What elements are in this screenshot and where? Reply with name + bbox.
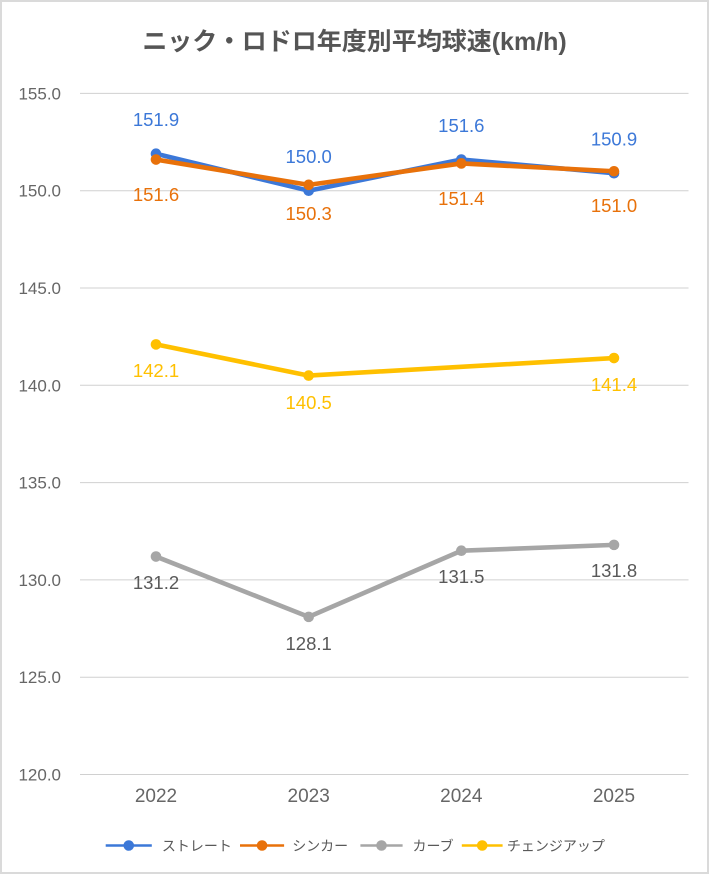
svg-text:2022: 2022 (135, 786, 177, 807)
svg-text:151.9: 151.9 (133, 109, 179, 130)
svg-text:145.0: 145.0 (18, 279, 61, 298)
svg-text:131.5: 131.5 (438, 566, 484, 587)
svg-text:131.2: 131.2 (133, 572, 179, 593)
svg-text:150.0: 150.0 (18, 182, 61, 201)
svg-text:カーブ: カーブ (413, 838, 454, 854)
svg-text:2025: 2025 (593, 786, 635, 807)
svg-text:150.9: 150.9 (591, 129, 637, 150)
svg-text:131.8: 131.8 (591, 560, 637, 581)
svg-text:151.6: 151.6 (133, 184, 179, 205)
svg-text:150.0: 150.0 (286, 146, 332, 167)
svg-text:2024: 2024 (440, 786, 483, 807)
svg-text:ストレート: ストレート (162, 838, 232, 854)
svg-text:128.1: 128.1 (286, 633, 332, 654)
svg-text:シンカー: シンカー (292, 838, 348, 854)
svg-text:120.0: 120.0 (18, 766, 61, 785)
svg-text:125.0: 125.0 (18, 668, 61, 687)
svg-text:2023: 2023 (288, 786, 330, 807)
svg-text:130.0: 130.0 (18, 571, 61, 590)
svg-text:チェンジアップ: チェンジアップ (507, 838, 605, 854)
svg-text:155.0: 155.0 (18, 84, 61, 103)
svg-text:151.0: 151.0 (591, 195, 637, 216)
svg-text:151.6: 151.6 (438, 115, 484, 136)
svg-text:151.4: 151.4 (438, 188, 484, 209)
svg-text:142.1: 142.1 (133, 360, 179, 381)
svg-text:140.0: 140.0 (18, 376, 61, 395)
svg-text:141.4: 141.4 (591, 374, 637, 395)
svg-text:140.5: 140.5 (286, 392, 332, 413)
svg-text:150.3: 150.3 (286, 203, 332, 224)
svg-text:135.0: 135.0 (18, 474, 61, 493)
